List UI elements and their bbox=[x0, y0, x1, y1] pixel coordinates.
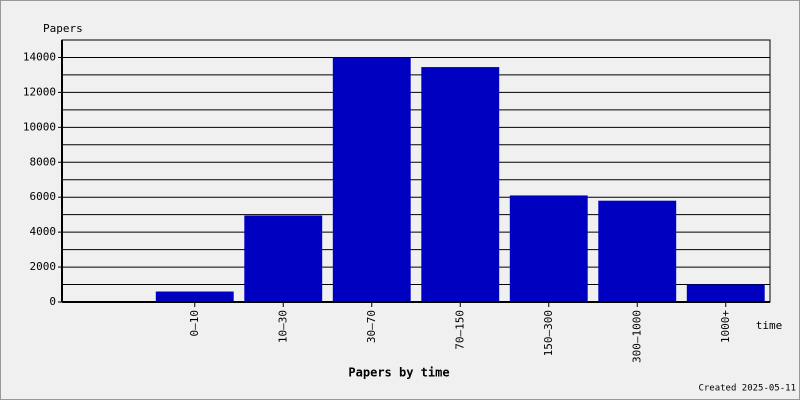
bar bbox=[332, 57, 411, 302]
chart-title: Papers by time bbox=[348, 366, 449, 380]
footer: Created 2025-05-11 bbox=[698, 384, 796, 394]
bar bbox=[155, 291, 234, 302]
x-tick-label: 70–150 bbox=[453, 310, 466, 350]
x-tick-label: 1000+ bbox=[719, 310, 732, 343]
bar bbox=[244, 215, 323, 302]
y-tick-label: 12000 bbox=[23, 85, 56, 98]
x-tick-label: 30–70 bbox=[365, 310, 378, 343]
bar bbox=[421, 67, 500, 302]
x-tick-label: 10–30 bbox=[276, 310, 289, 343]
y-tick-label: 14000 bbox=[23, 50, 56, 63]
x-tick-label: 0–10 bbox=[188, 310, 201, 337]
y-tick-label: 10000 bbox=[23, 120, 56, 133]
x-tick-label: 150–300 bbox=[542, 310, 555, 356]
x-axis-label: time bbox=[756, 319, 783, 332]
x-tick-label: 300–1000 bbox=[630, 310, 643, 363]
bar bbox=[598, 200, 677, 302]
y-tick-label: 6000 bbox=[30, 190, 57, 203]
y-tick-label: 4000 bbox=[30, 225, 57, 238]
y-tick-label: 2000 bbox=[30, 260, 57, 273]
bar bbox=[686, 284, 765, 302]
y-tick-label: 8000 bbox=[30, 155, 57, 168]
y-axis-label: Papers bbox=[43, 22, 83, 35]
y-tick-label: 0 bbox=[49, 295, 56, 308]
bar bbox=[509, 195, 588, 302]
